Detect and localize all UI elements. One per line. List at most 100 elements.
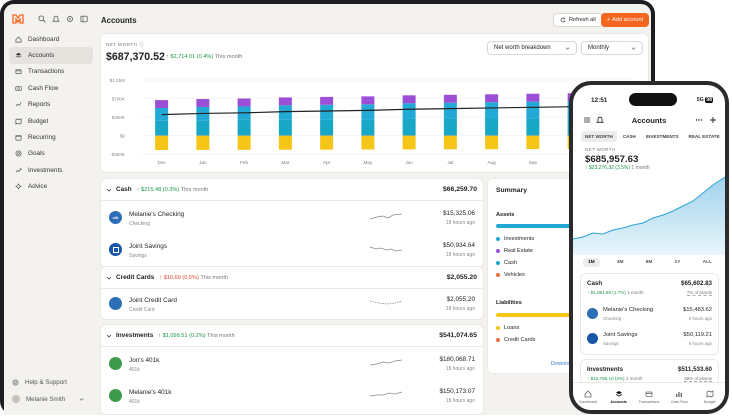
- account-row[interactable]: Joint Credit Card Credit Card $2,055.20 …: [101, 289, 483, 321]
- dot-icon: [496, 249, 500, 253]
- area-fill: [573, 177, 725, 255]
- sidebar-item-dashboard[interactable]: Dashboard: [9, 31, 93, 47]
- x-tick-label: Jun: [405, 160, 413, 165]
- sidebar-item-budget[interactable]: Budget: [9, 113, 93, 129]
- sidebar-item-label: Recurring: [28, 134, 56, 142]
- citi-logo-icon: citi: [109, 211, 122, 224]
- account-row[interactable]: Jon's 401k 401k $180,068.71 18 hours ago: [101, 349, 483, 381]
- bell-icon[interactable]: [596, 116, 604, 124]
- sidebar-item-label: Budget: [28, 117, 49, 125]
- help-icon: [12, 379, 19, 386]
- credit-card-icon: [645, 391, 653, 397]
- x-tick-label: Jul: [447, 160, 453, 165]
- summary-item: Loans: [496, 325, 519, 331]
- sidebar-item-label: Accounts: [28, 52, 55, 60]
- plus-icon[interactable]: [709, 116, 717, 124]
- section-name: Cash: [116, 186, 132, 193]
- bar-segment-cash: [443, 118, 457, 136]
- section-percent: 7% of assets: [686, 290, 712, 296]
- sidebar-item-transactions[interactable]: Transactions: [9, 64, 93, 80]
- tab-net-worth[interactable]: NET WORTH: [581, 131, 617, 142]
- tab-real-estate[interactable]: REAL ESTATE: [688, 134, 720, 139]
- laptop-frame: Dashboard Accounts Transactions Cash Flow Re…: [0, 0, 655, 415]
- range-6m[interactable]: 6M: [645, 260, 653, 265]
- phone-net-worth-value: $685,957.63: [585, 154, 639, 165]
- sidebar-toggle-icon[interactable]: [80, 15, 88, 23]
- tab-cash[interactable]: CASH: [622, 134, 636, 139]
- tabbar-dashboard[interactable]: Dashboard: [573, 383, 603, 410]
- refresh-all-label: Refresh all: [569, 17, 596, 23]
- bar-segment-cash: [402, 118, 416, 136]
- gear-icon[interactable]: [66, 15, 74, 23]
- breakdown-select[interactable]: Net worth breakdown: [487, 41, 577, 55]
- user-menu[interactable]: Melanie Smith: [12, 395, 92, 403]
- range-3m[interactable]: 3M: [616, 260, 624, 265]
- menu-icon[interactable]: [583, 116, 591, 124]
- main-content: Accounts Refresh all + Add account NET W…: [96, 4, 651, 415]
- bar-segment-real-estate: [155, 100, 169, 109]
- credit-cards-section-header[interactable]: Credit Cards ↑ $10.60 (0.5%) This month …: [101, 267, 483, 289]
- account-name: Jon's 401k: [129, 357, 160, 364]
- help-support-link[interactable]: Help & Support: [12, 379, 92, 386]
- search-icon[interactable]: [38, 15, 46, 23]
- cash-section-header[interactable]: Cash ↑ $215.48 (0.3%) This month $66,259…: [101, 179, 483, 201]
- range-all[interactable]: ALL: [702, 260, 712, 265]
- account-updated: 18 hours ago: [445, 398, 475, 404]
- phone-net-worth-label: NET WORTH: [585, 147, 616, 152]
- sidebar-item-goals[interactable]: Goals: [9, 146, 93, 162]
- chevron-down-icon: [106, 276, 112, 280]
- account-row[interactable]: Joint Savings Savings $50,934.64 18 hour…: [101, 235, 483, 267]
- sidebar-item-cash-flow[interactable]: Cash Flow: [9, 80, 93, 96]
- sidebar-item-label: Goals: [28, 150, 45, 158]
- account-row[interactable]: citi Melanie's Checking Checking $15,325…: [101, 203, 483, 235]
- chevron-down-icon: [631, 47, 636, 50]
- sidebar-item-recurring[interactable]: Recurring: [9, 129, 93, 145]
- account-balance: $180,068.71: [439, 356, 475, 363]
- bar-segment-investments: [320, 104, 334, 120]
- net-worth-card: NET WORTH ⓘ $687,370.52 ↑ $2,714.01 (0.4…: [100, 33, 649, 173]
- refresh-all-button[interactable]: Refresh all: [553, 13, 603, 27]
- more-icon[interactable]: [695, 116, 703, 124]
- account-balance: $150,173.07: [439, 388, 475, 395]
- account-type: Credit Card: [129, 307, 155, 313]
- home-icon: [15, 36, 22, 43]
- card-logo-icon: [109, 297, 122, 310]
- bar-segment-loans: [443, 135, 457, 150]
- tab-investments[interactable]: INVESTMENTS: [645, 134, 679, 139]
- sidebar-item-reports[interactable]: Reports: [9, 97, 93, 113]
- status-indicators: 5G 98: [696, 97, 713, 103]
- bar-segment-cash: [320, 119, 334, 136]
- add-account-button[interactable]: + Add account: [601, 13, 649, 27]
- bar-segment-cash: [278, 119, 292, 136]
- account-row[interactable]: Melanie's 401k 401k $150,173.07 18 hours…: [101, 381, 483, 413]
- period-select[interactable]: Monthly: [581, 41, 643, 55]
- tabbar-accounts[interactable]: Accounts: [603, 383, 633, 410]
- range-1y[interactable]: 1Y: [674, 260, 681, 265]
- download-link[interactable]: Download: [551, 361, 576, 367]
- info-icon[interactable]: ⓘ: [138, 42, 144, 47]
- app-logo-icon[interactable]: [12, 13, 24, 25]
- y-tick-label: $350K: [112, 115, 126, 120]
- x-tick-label: Apr: [323, 160, 331, 165]
- sidebar-item-investments[interactable]: Investments: [9, 162, 93, 178]
- bar-segment-investments: [526, 101, 540, 119]
- sidebar-item-label: Advice: [28, 183, 48, 191]
- account-name[interactable]: Melanie's Checking: [603, 307, 654, 313]
- account-type: 401k: [129, 399, 140, 405]
- range-1m[interactable]: 1M: [583, 258, 600, 267]
- bar-segment-loans: [155, 135, 169, 151]
- tabbar-cash-flow[interactable]: Cash Flow: [664, 383, 694, 410]
- chevron-down-icon: [106, 334, 112, 338]
- tabbar-budget[interactable]: Budget: [695, 383, 725, 410]
- tabbar-transactions[interactable]: Transactions: [634, 383, 664, 410]
- sidebar-item-advice[interactable]: Advice: [9, 179, 93, 195]
- account-name[interactable]: Joint Savings: [603, 332, 638, 338]
- liabilities-label: Liabilities: [496, 300, 522, 306]
- bar-segment-loans: [485, 135, 499, 150]
- bell-icon[interactable]: [52, 15, 60, 23]
- investments-section: Investments ↑ $1,099.51 (0.2%) This mont…: [100, 324, 484, 415]
- bar-segment-loans: [526, 135, 540, 150]
- sidebar-item-accounts[interactable]: Accounts: [9, 47, 93, 64]
- chase-logo-icon: [587, 333, 598, 344]
- investments-section-header[interactable]: Investments ↑ $1,099.51 (0.2%) This mont…: [101, 325, 483, 347]
